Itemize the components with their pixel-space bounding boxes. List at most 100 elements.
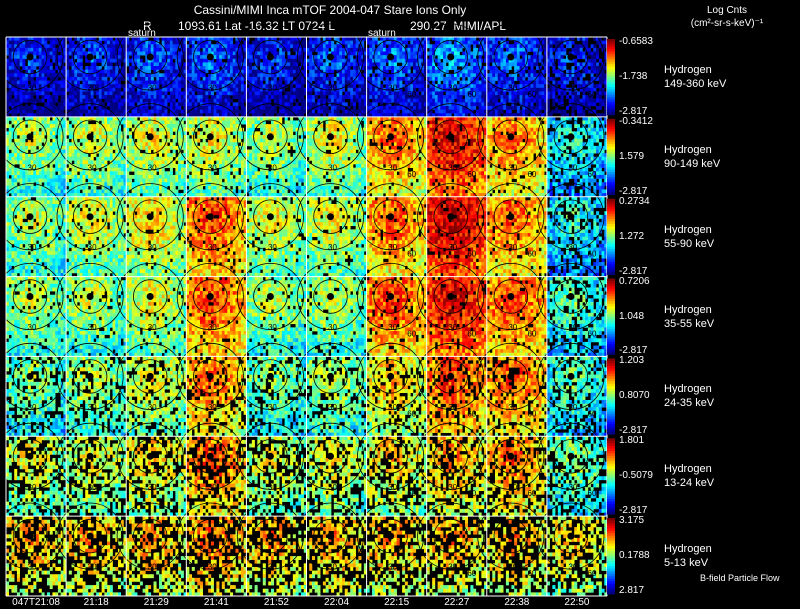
inca-panel: 30: [57, 24, 127, 117]
contour-label: 60: [527, 489, 536, 498]
contour-label: 30: [28, 163, 37, 172]
contour-label: 30: [328, 563, 337, 572]
contour-label: 30: [208, 84, 217, 93]
row-label: Hydrogen 24-35 keV: [664, 382, 714, 410]
colorbar: [607, 438, 615, 514]
planet-marker: [567, 213, 574, 220]
contour-label: 30: [508, 403, 517, 412]
row-label: Hydrogen 5-13 keV: [664, 542, 712, 570]
x-tick-label: 21:41: [204, 597, 229, 608]
contour-label: 30: [148, 243, 157, 252]
inca-panel: 30 60: [358, 263, 428, 356]
contour-label: 30: [388, 163, 397, 172]
planet-marker: [267, 373, 274, 380]
inca-panel: 30: [117, 263, 187, 356]
planet-marker: [447, 293, 454, 300]
contour-label: 60: [588, 170, 597, 179]
inca-panel: 30: [237, 423, 307, 516]
contour-label: 60: [527, 170, 536, 179]
inca-panel: 30: [297, 184, 367, 277]
planet-marker: [27, 213, 34, 220]
planet-marker: [447, 213, 454, 220]
contour-label: 60: [588, 489, 597, 498]
contour-label: 30: [508, 483, 517, 492]
planet-marker: [267, 133, 274, 140]
contour-label: 60: [467, 569, 476, 578]
inca-panel: 30: [237, 104, 307, 197]
contour-label: 30: [388, 323, 397, 332]
contour-label: 30: [508, 163, 517, 172]
inca-panel: 30: [117, 104, 187, 197]
planet-marker: [147, 133, 154, 140]
planet-marker: [387, 54, 394, 61]
planet-marker: [27, 133, 34, 140]
planet-marker: [507, 533, 514, 540]
species-label: Hydrogen: [664, 143, 720, 157]
inca-panel: 30: [117, 343, 187, 436]
inca-panel: 30: [297, 343, 367, 436]
inca-panel: 30: [57, 184, 127, 277]
colorbar: [607, 39, 615, 115]
colorbar-mid: 1.272: [619, 231, 644, 242]
contour-label: 60: [467, 330, 476, 339]
contour-label: 30: [448, 563, 457, 572]
contour-label: 30: [268, 403, 277, 412]
x-tick-label: 22:15: [384, 597, 409, 608]
contour-label: 60: [407, 330, 416, 339]
colorbar-mid: 0.1788: [619, 550, 650, 561]
contour-label: 60: [467, 409, 476, 418]
planet-marker: [87, 533, 94, 540]
inca-panel: 30: [117, 423, 187, 516]
inca-panel: 30: [297, 104, 367, 197]
inca-panel: 30: [237, 343, 307, 436]
planet-marker: [87, 133, 94, 140]
contour-label: 30: [28, 563, 37, 572]
contour-label: 30: [388, 483, 397, 492]
planet-marker: [27, 533, 34, 540]
x-tick-label: 21:29: [144, 597, 169, 608]
saturn-label: saturn: [368, 28, 396, 39]
contour-label: 30: [568, 84, 577, 93]
contour-label: 30: [388, 563, 397, 572]
colorbar-max: 1.203: [619, 355, 644, 366]
colorbar-max: -0.6583: [619, 36, 653, 47]
planet-marker: [267, 213, 274, 220]
energy-label: 24-35 keV: [664, 396, 714, 410]
species-label: Hydrogen: [664, 462, 714, 476]
colorbar-max: 0.7206: [619, 276, 650, 287]
contour-label: 30: [388, 84, 397, 93]
contour-label: 30: [208, 163, 217, 172]
colorbar: [607, 279, 615, 355]
x-tick-label: 22:04: [324, 597, 349, 608]
planet-marker: [387, 293, 394, 300]
contour-label: 30: [508, 243, 517, 252]
inca-panel: 30: [57, 263, 127, 356]
planet-marker: [267, 293, 274, 300]
species-label: Hydrogen: [664, 303, 714, 317]
contour-label: 60: [527, 250, 536, 259]
contour-label: 30: [268, 483, 277, 492]
colorbar-max: 3.175: [619, 515, 644, 526]
contour-label: 30: [148, 323, 157, 332]
species-label: Hydrogen: [664, 223, 714, 237]
contour-label: 30: [568, 243, 577, 252]
planet-marker: [147, 54, 154, 61]
planet-marker: [147, 213, 154, 220]
planet-marker: [207, 373, 214, 380]
colorbar: [607, 119, 615, 195]
planet-marker: [387, 453, 394, 460]
planet-marker: [27, 54, 34, 61]
planet-marker: [27, 373, 34, 380]
contour-label: 60: [588, 569, 597, 578]
inca-panel: 30: [57, 423, 127, 516]
